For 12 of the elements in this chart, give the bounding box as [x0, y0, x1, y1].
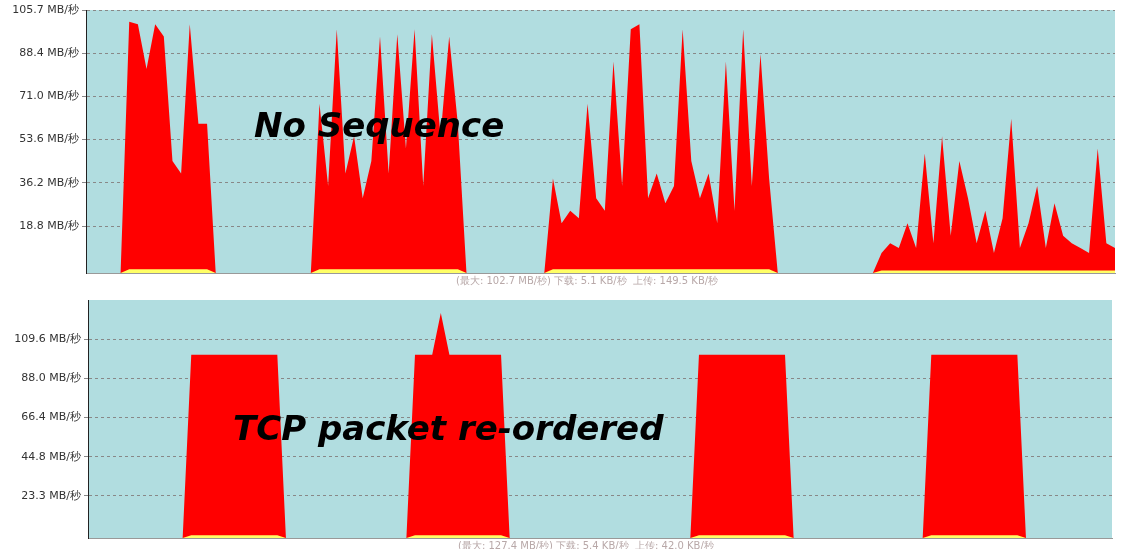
y-tick-label: 36.2 MB/秒 [19, 175, 79, 189]
y-tick-label: 53.6 MB/秒 [19, 132, 79, 146]
y-tick-label: 105.7 MB/秒 [12, 2, 79, 16]
y-tick-label: 66.4 MB/秒 [21, 410, 81, 424]
y-tick-label: 18.8 MB/秒 [19, 219, 79, 233]
y-tick-label: 109.6 MB/秒 [14, 332, 81, 346]
y-tick-label: 71.0 MB/秒 [19, 89, 79, 103]
y-tick-label: 23.3 MB/秒 [21, 488, 81, 502]
y-tick-label: 44.8 MB/秒 [21, 449, 81, 463]
y-tick-label: 88.0 MB/秒 [21, 371, 81, 385]
y-tick-label: 88.4 MB/秒 [19, 45, 79, 59]
text: (最大: 102.7 MB/秒) 下载: 5.1 KB/秒 上传: 149.5 KB/秒 [456, 274, 719, 286]
